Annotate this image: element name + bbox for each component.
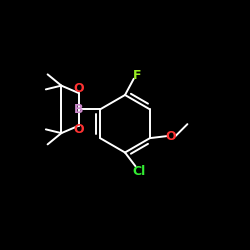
- Text: B: B: [74, 103, 83, 116]
- Text: O: O: [74, 123, 84, 136]
- Text: O: O: [166, 130, 176, 142]
- Text: O: O: [74, 82, 84, 95]
- Text: F: F: [132, 69, 141, 82]
- Text: Cl: Cl: [132, 165, 145, 178]
